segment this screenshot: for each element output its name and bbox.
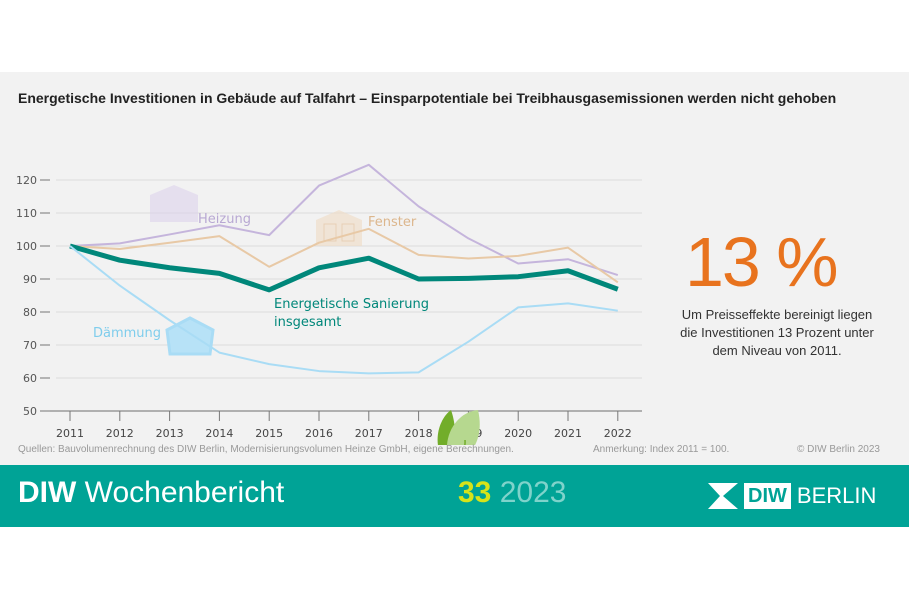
series-line-energetische-sanierung-insgesamt [69, 243, 619, 293]
chart-panel [0, 72, 909, 465]
issue-year: 2023 [499, 476, 567, 509]
diw-logo-mark-icon [708, 483, 738, 509]
radiator-house-icon [150, 185, 198, 222]
x-tick-label: 2022 [604, 427, 632, 440]
copyright: © DIW Berlin 2023 [797, 444, 880, 455]
x-tick-label: 2018 [405, 427, 433, 440]
y-tick-label: 110 [16, 207, 37, 220]
brand-name: Wochenbericht [84, 476, 285, 509]
line-chart: 50 60 70 80 90 100 110 120 2011 2012 2013 2014 2015 2… [16, 163, 642, 445]
issue: 33 2023 [458, 476, 566, 510]
y-tick-label: 70 [23, 339, 37, 352]
highlight-value: 13 % [685, 223, 839, 301]
series-line-heizung [69, 163, 619, 276]
x-tick-label: 2014 [205, 427, 233, 440]
x-tick-label: 2016 [305, 427, 333, 440]
note: Anmerkung: Index 2011 = 100. [593, 444, 730, 455]
y-tick-label: 60 [23, 372, 37, 385]
highlight-text: Um Preisseffekte bereinigt liegen die In… [680, 307, 874, 358]
series-line-dämmung [69, 245, 618, 375]
window-house-icon [316, 210, 362, 246]
label-daemmung: Dämmung [93, 326, 161, 341]
sources: Quellen: Bauvolumenrechnung des DIW Berl… [18, 444, 514, 455]
label-total-2: insgesamt [274, 315, 341, 330]
brand: DIW Wochenbericht [18, 476, 284, 510]
leaf-icon [437, 410, 480, 445]
y-tick-label: 50 [23, 405, 37, 418]
brand-bold: DIW [18, 476, 77, 509]
diw-logo: DIW BERLIN [708, 483, 876, 509]
chart-title: Energetische Investitionen in Gebäude au… [18, 90, 837, 106]
x-tick-label: 2013 [156, 427, 184, 440]
y-tick-label: 80 [23, 306, 37, 319]
label-fenster: Fenster [368, 215, 417, 230]
y-tick-label: 100 [16, 240, 37, 253]
label-heizung: Heizung [198, 212, 251, 227]
x-tick-label: 2017 [355, 427, 383, 440]
x-tick-label: 2020 [504, 427, 532, 440]
x-tick-label: 2012 [106, 427, 134, 440]
x-tick-label: 2021 [554, 427, 582, 440]
logo-box: DIW [744, 483, 791, 509]
y-tick-label: 120 [16, 174, 37, 187]
x-tick-label: 2011 [56, 427, 84, 440]
series-line-fenster [69, 227, 619, 284]
logo-city: BERLIN [796, 483, 877, 508]
y-tick-label: 90 [23, 273, 37, 286]
label-total-1: Energetische Sanierung [274, 297, 429, 312]
x-tick-label: 2015 [255, 427, 283, 440]
issue-number: 33 [458, 476, 492, 509]
